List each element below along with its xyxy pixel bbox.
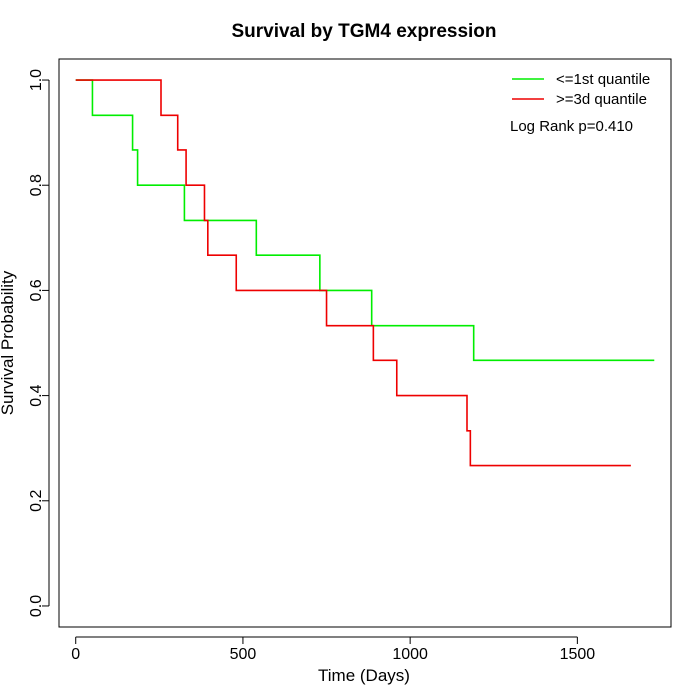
axes: 0 500 1000 1500 0.0 0.2 0.4 0.6 0.8 1.0 xyxy=(28,69,595,663)
series-line-1 xyxy=(75,79,655,362)
logrank-annotation: Log Rank p=0.410 xyxy=(510,118,633,135)
x-axis-label: Time (Days) xyxy=(318,666,410,685)
x-tick-label: 0 xyxy=(71,646,80,663)
y-tick-label: 0.4 xyxy=(28,384,45,406)
legend-label: <=1st quantile xyxy=(556,71,650,88)
x-tick-label: 500 xyxy=(230,646,257,663)
chart-title: Survival by TGM4 expression xyxy=(231,21,496,42)
legend: <=1st quantile >=3d quantile xyxy=(512,71,650,108)
series-line-2 xyxy=(75,79,631,467)
y-tick-label: 0.8 xyxy=(28,174,45,196)
legend-label: >=3d quantile xyxy=(556,91,647,108)
y-tick-label: 1.0 xyxy=(28,69,45,91)
plot-frame xyxy=(58,58,672,628)
y-tick-label: 0.0 xyxy=(28,595,45,617)
y-axis-label: Survival Probability xyxy=(0,270,17,415)
x-tick-label: 1500 xyxy=(560,646,596,663)
y-tick-label: 0.6 xyxy=(28,279,45,301)
series-layer xyxy=(75,79,655,467)
y-tick-label: 0.2 xyxy=(28,490,45,512)
x-tick-label: 1000 xyxy=(392,646,428,663)
